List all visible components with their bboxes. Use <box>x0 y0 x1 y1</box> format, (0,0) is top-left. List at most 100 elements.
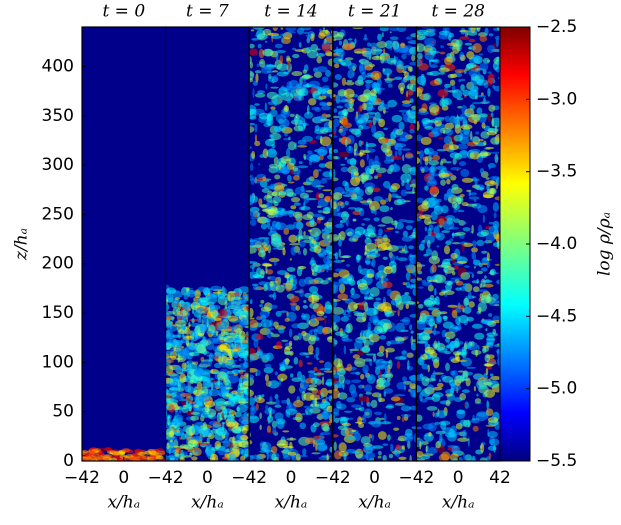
density-blob <box>311 213 322 218</box>
density-blob <box>343 43 354 51</box>
density-blob <box>436 382 444 388</box>
density-blob <box>289 302 298 306</box>
density-blob <box>413 432 417 443</box>
density-blob <box>481 297 485 301</box>
density-blob <box>170 439 173 443</box>
density-blob <box>474 259 479 266</box>
density-blob <box>430 40 435 44</box>
density-blob <box>271 191 281 197</box>
density-blob <box>103 447 112 452</box>
density-blob <box>265 401 277 405</box>
density-blob <box>374 411 382 415</box>
density-blob <box>191 435 202 441</box>
density-blob <box>259 247 265 254</box>
density-blob <box>402 282 407 286</box>
density-blob <box>467 307 472 313</box>
density-blob <box>181 302 190 311</box>
density-blob <box>182 309 186 315</box>
colorbar-label: log ρ/ρₐ <box>595 212 615 276</box>
density-blob <box>204 381 212 388</box>
density-blob <box>338 151 349 158</box>
density-blob <box>476 239 485 247</box>
density-blob <box>326 453 329 461</box>
density-blob <box>249 176 255 182</box>
density-blob <box>364 384 373 393</box>
density-blob <box>277 373 288 381</box>
density-blob <box>387 83 393 88</box>
density-blob <box>317 187 322 190</box>
density-blob <box>82 458 91 461</box>
panel-image <box>249 27 333 461</box>
density-blob <box>249 261 258 264</box>
density-blob <box>271 420 277 429</box>
density-blob <box>351 196 364 202</box>
density-blob <box>270 446 278 454</box>
density-blob <box>242 315 247 318</box>
density-blob <box>344 298 354 304</box>
density-blob <box>280 310 288 313</box>
density-blob <box>473 374 482 380</box>
density-blob <box>487 430 498 438</box>
density-blob <box>395 322 405 333</box>
density-blob <box>280 85 285 92</box>
density-blob <box>445 240 452 246</box>
density-blob <box>344 200 349 206</box>
density-blob <box>428 160 440 166</box>
density-blob <box>284 132 288 137</box>
density-blob <box>285 224 296 230</box>
density-blob <box>475 412 488 422</box>
density-blob <box>449 152 460 159</box>
density-blob <box>324 195 331 203</box>
density-blob <box>376 351 385 357</box>
density-blob <box>352 175 361 178</box>
density-blob <box>401 180 405 187</box>
density-blob <box>378 136 387 144</box>
density-blob <box>371 434 375 441</box>
density-blob <box>344 102 354 109</box>
density-blob <box>332 212 342 217</box>
density-blob <box>305 46 312 53</box>
density-blob <box>399 319 409 322</box>
density-blob <box>265 265 268 274</box>
density-blob <box>251 150 256 159</box>
density-blob <box>338 58 343 62</box>
density-blob <box>354 357 366 368</box>
density-blob <box>109 457 118 461</box>
density-blob <box>251 192 255 201</box>
density-blob <box>240 455 246 461</box>
density-blob <box>479 62 489 71</box>
density-blob <box>462 120 468 126</box>
density-blob <box>398 218 408 223</box>
density-blob <box>339 219 347 223</box>
density-blob <box>210 382 214 391</box>
density-blob <box>326 396 333 400</box>
density-blob <box>182 288 187 293</box>
density-blob <box>492 27 500 31</box>
density-blob <box>315 48 321 51</box>
density-blob <box>489 269 495 276</box>
density-blob <box>416 52 423 60</box>
density-blob <box>274 43 283 49</box>
density-blob <box>411 426 417 430</box>
density-blob <box>288 136 291 141</box>
density-blob <box>438 71 445 75</box>
density-blob <box>134 448 143 453</box>
density-blob <box>472 43 482 53</box>
density-blob <box>186 360 194 365</box>
density-blob <box>452 431 461 435</box>
density-blob <box>409 123 415 132</box>
density-blob <box>388 453 394 459</box>
density-blob <box>282 118 290 128</box>
density-blob <box>207 296 211 300</box>
density-blob <box>343 88 355 99</box>
density-blob <box>313 372 325 376</box>
density-blob <box>438 30 451 36</box>
density-blob <box>221 321 227 326</box>
x-tick-label: −42 <box>148 468 184 488</box>
density-blob <box>458 219 466 226</box>
density-blob <box>296 165 309 169</box>
density-blob <box>196 307 204 311</box>
density-blob <box>231 309 239 312</box>
density-blob <box>355 111 359 114</box>
density-blob <box>169 457 175 461</box>
